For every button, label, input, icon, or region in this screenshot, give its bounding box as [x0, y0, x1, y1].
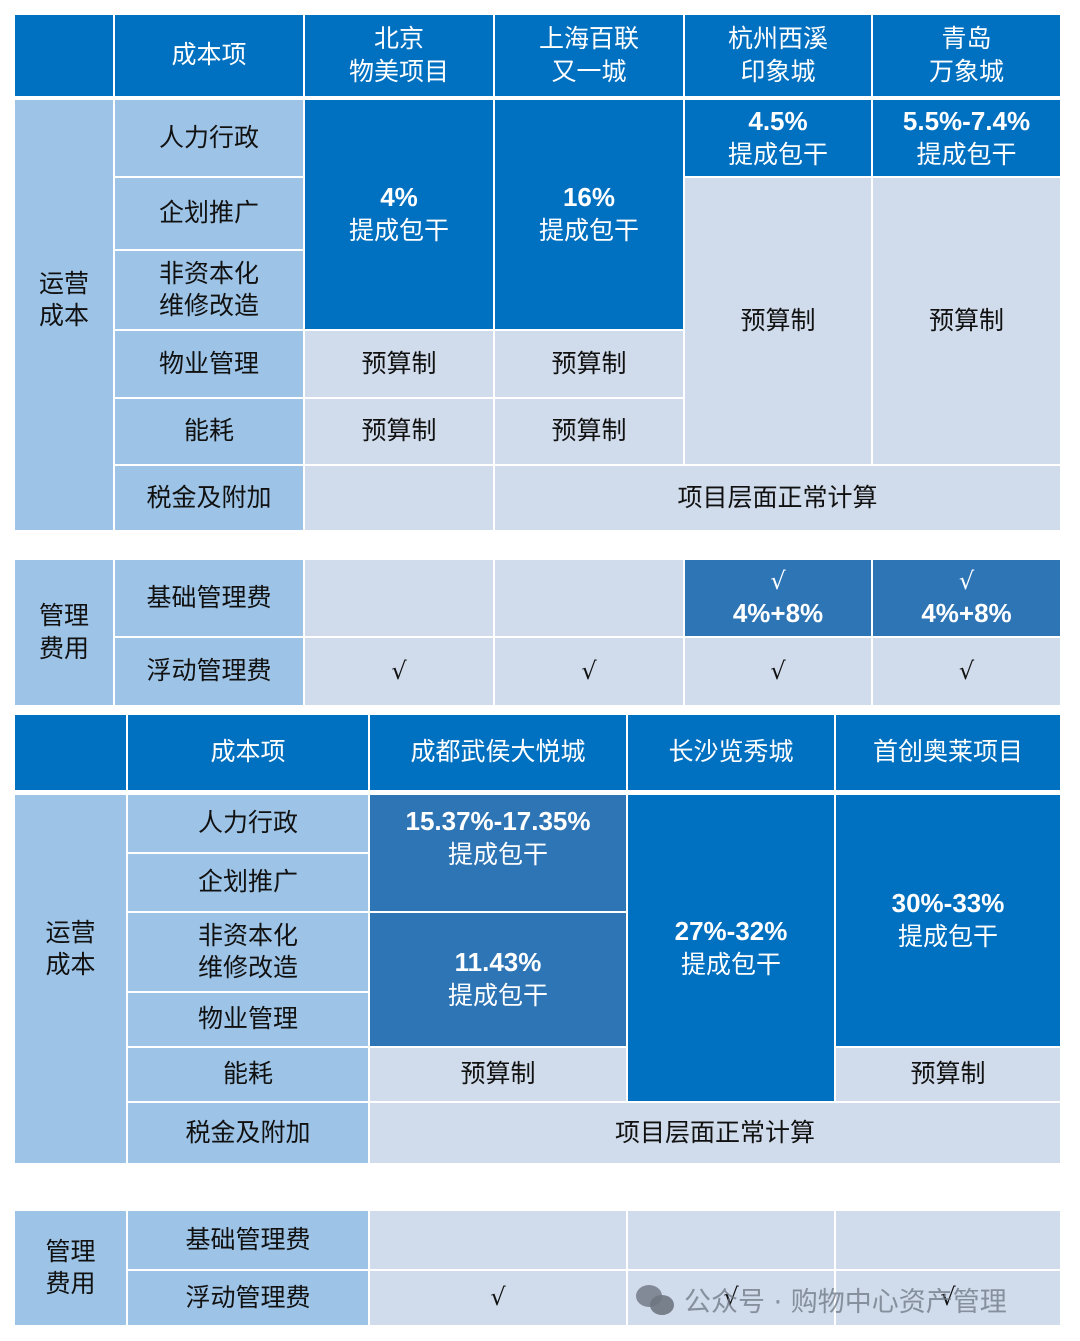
- check-icon: √: [958, 656, 975, 685]
- cell-hangzhou-budget: 预算制: [685, 178, 871, 464]
- check-icon: √: [581, 656, 597, 685]
- cell-shanghai-energy-budget: 预算制: [495, 399, 683, 464]
- row-label-base-fee: 基础管理费: [128, 1211, 368, 1269]
- cell-shouchuang-floating-fee: √: [836, 1271, 1060, 1325]
- cell-shanghai-base-fee: [495, 560, 683, 636]
- cell-beijing-floating-fee: √: [305, 638, 493, 705]
- cell-chengdu-lump-sum-2: 11.43% 提成包干: [370, 913, 626, 1046]
- cell-chengdu-base-fee: [370, 1211, 626, 1269]
- cell-tax-normal-calc: 项目层面正常计算: [495, 466, 1060, 530]
- check-icon: √: [723, 1283, 739, 1312]
- row-label-tax: 税金及附加: [115, 466, 303, 530]
- row-label-property-mgmt: 物业管理: [128, 993, 368, 1046]
- row-label-non-capital-repair: 非资本化 维修改造: [115, 251, 303, 329]
- row-label-hr-admin: 人力行政: [115, 100, 303, 176]
- cell-tax-normal-calc: 项目层面正常计算: [370, 1103, 1060, 1163]
- cell-shanghai-lump-sum: 16% 提成包干: [495, 100, 683, 329]
- cell-chengdu-lump-sum-1: 15.37%-17.35% 提成包干: [370, 795, 626, 911]
- cell-hangzhou-lump-sum: 4.5% 提成包干: [685, 100, 871, 176]
- row-label-property-mgmt: 物业管理: [115, 331, 303, 397]
- cell-qingdao-floating-fee: √: [873, 638, 1060, 705]
- cell-hangzhou-floating-fee: √: [685, 638, 871, 705]
- row-label-non-capital-repair: 非资本化 维修改造: [128, 913, 368, 991]
- cell-shanghai-property-budget: 预算制: [495, 331, 683, 397]
- row-label-energy: 能耗: [128, 1048, 368, 1101]
- cell-chengdu-floating-fee: √: [370, 1271, 626, 1325]
- header-cost-item: 成本项: [128, 715, 368, 790]
- header-project-changsha: 长沙览秀城: [628, 715, 834, 790]
- header-project-hangzhou: 杭州西溪 印象城: [685, 15, 871, 96]
- cell-qingdao-budget: 预算制: [873, 178, 1060, 464]
- header-project-chengdu: 成都武侯大悦城: [370, 715, 626, 790]
- row-label-floating-fee: 浮动管理费: [115, 638, 303, 705]
- cell-shouchuang-base-fee: [836, 1211, 1060, 1269]
- check-icon: √: [490, 1283, 506, 1312]
- group-operating-cost: 运营 成本: [15, 795, 126, 1163]
- watermark-text: 公众号 · 购物中心资产管理: [684, 1287, 1007, 1318]
- cell-beijing-tax: [305, 466, 493, 530]
- watermark: 公众号 · 购物中心资产管理: [636, 1280, 1007, 1319]
- row-label-marketing: 企划推广: [115, 178, 303, 249]
- cell-shouchuang-lump-sum: 30%-33% 提成包干: [836, 795, 1060, 1046]
- header-project-shanghai: 上海百联 又一城: [495, 15, 683, 96]
- cell-changsha-lump-sum: 27%-32% 提成包干: [628, 795, 834, 1101]
- group-management-fee: 管理 费用: [15, 560, 113, 705]
- cell-changsha-base-fee: [628, 1211, 834, 1269]
- cell-beijing-base-fee: [305, 560, 493, 636]
- cell-beijing-energy-budget: 预算制: [305, 399, 493, 464]
- cell-beijing-property-budget: 预算制: [305, 331, 493, 397]
- cell-beijing-lump-sum: 4% 提成包干: [305, 100, 493, 329]
- cell-hangzhou-base-fee: √ 4%+8%: [685, 560, 871, 636]
- header-blank-cell: [15, 15, 113, 96]
- cell-chengdu-energy-budget: 预算制: [370, 1048, 626, 1101]
- cell-qingdao-lump-sum: 5.5%-7.4% 提成包干: [873, 100, 1060, 176]
- row-label-base-fee: 基础管理费: [115, 560, 303, 636]
- check-icon: √: [391, 656, 407, 685]
- cell-shouchuang-energy-budget: 预算制: [836, 1048, 1060, 1101]
- check-icon: √: [770, 656, 786, 685]
- header-blank-cell: [15, 715, 126, 790]
- row-label-floating-fee: 浮动管理费: [128, 1271, 368, 1325]
- header-cost-item: 成本项: [115, 15, 303, 96]
- check-icon: √: [940, 1283, 956, 1312]
- group-operating-cost: 运营 成本: [15, 100, 113, 530]
- header-project-shouchuang: 首创奥莱项目: [836, 715, 1060, 790]
- check-icon: √: [958, 566, 975, 595]
- wechat-icon: [636, 1283, 676, 1317]
- header-project-beijing: 北京 物美项目: [305, 15, 493, 96]
- group-management-fee: 管理 费用: [15, 1211, 126, 1325]
- row-label-energy: 能耗: [115, 399, 303, 464]
- row-label-tax: 税金及附加: [128, 1103, 368, 1163]
- cell-qingdao-base-fee: √ 4%+8%: [873, 560, 1060, 636]
- check-icon: √: [770, 566, 786, 595]
- header-project-qingdao: 青岛 万象城: [873, 15, 1060, 96]
- row-label-hr-admin: 人力行政: [128, 795, 368, 852]
- cell-shanghai-floating-fee: √: [495, 638, 683, 705]
- row-label-marketing: 企划推广: [128, 854, 368, 911]
